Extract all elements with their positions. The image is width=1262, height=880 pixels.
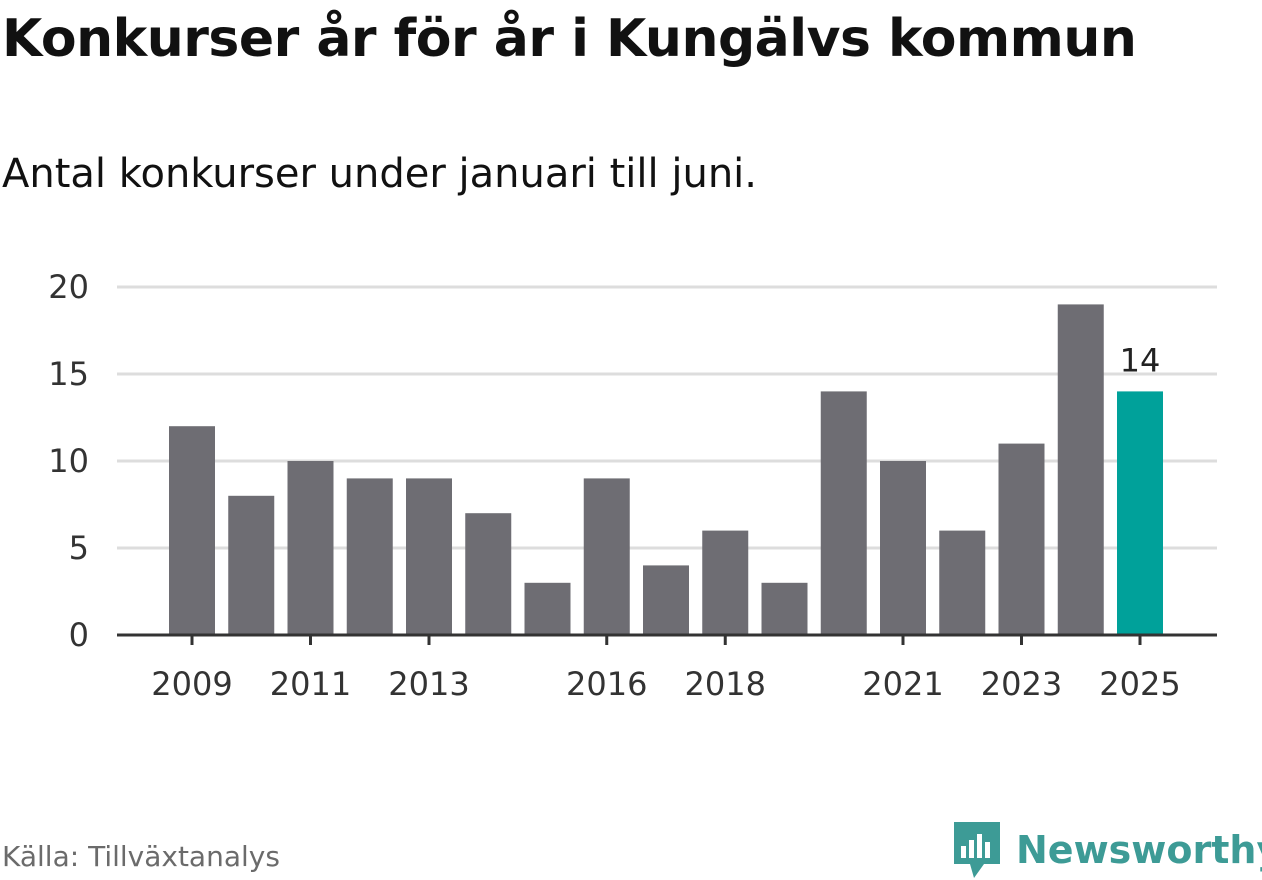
bar-2024	[1057, 304, 1104, 635]
y-tick-label: 10	[48, 442, 89, 480]
x-tick-label: 2018	[685, 665, 766, 703]
chart-title: Konkurser år för år i Kungälvs kommun	[2, 9, 1137, 69]
bar-2009	[169, 426, 215, 635]
gridlines	[117, 285, 1217, 550]
source-note: Källa: Tillväxtanalys	[2, 840, 280, 873]
labels: 0 5 10 15 20 14 2009 2011 2013 2016 2018 2021 2023 20…	[48, 268, 1180, 703]
bar-2020	[820, 391, 867, 635]
bar-2013	[406, 478, 452, 635]
bars	[169, 304, 1163, 635]
bar-2017	[643, 565, 689, 635]
x-tick-label: 2011	[270, 665, 351, 703]
bar-2014	[465, 513, 512, 635]
brand-name: Newsworthy	[1016, 828, 1262, 872]
y-tick-label: 5	[69, 529, 89, 567]
bar-2010	[228, 495, 275, 635]
x-tick-label: 2009	[151, 665, 232, 703]
x-tick-label: 2023	[981, 665, 1062, 703]
data-label-2025: 14	[1120, 341, 1161, 379]
bar-2022	[939, 530, 986, 635]
bar-2015	[524, 582, 571, 635]
y-tick-label: 20	[48, 268, 89, 306]
bar-2025	[1117, 391, 1163, 635]
bar-2012	[346, 478, 393, 635]
x-tick-label: 2021	[862, 665, 943, 703]
bar-2016	[583, 478, 630, 635]
x-tick-label: 2013	[388, 665, 469, 703]
y-tick-label: 15	[48, 355, 89, 393]
bar-2023	[998, 443, 1045, 635]
chart-subtitle: Antal konkurser under januari till juni.	[2, 151, 757, 197]
newsworthy-logo: Newsworthy	[952, 820, 1262, 880]
bar-chart-speech-bubble-icon	[954, 822, 1000, 878]
y-tick-label: 0	[69, 616, 89, 654]
bar-2021	[880, 461, 926, 635]
bar-2018	[702, 530, 749, 635]
bar-2011	[287, 461, 334, 635]
bar-2019	[761, 582, 808, 635]
x-tick-label: 2025	[1099, 665, 1180, 703]
x-tick-label: 2016	[566, 665, 647, 703]
x-axis	[117, 633, 1217, 645]
